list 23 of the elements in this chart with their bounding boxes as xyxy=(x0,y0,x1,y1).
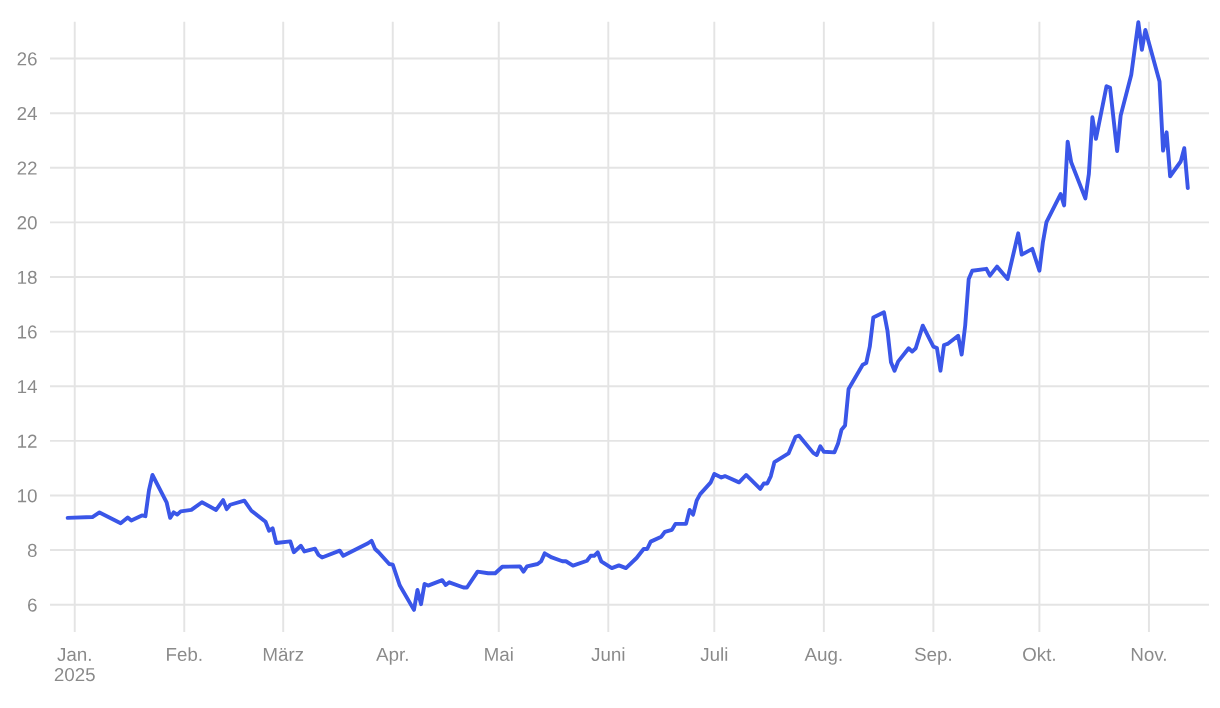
x-tick-label: Juli xyxy=(700,647,728,662)
x-tick-label: Mai xyxy=(485,647,513,662)
y-tick-label: 26 xyxy=(17,52,37,66)
line-series xyxy=(65,20,1190,612)
x-tick-label: Aug. xyxy=(804,647,842,665)
x-tick-label: März xyxy=(263,647,304,662)
x-tick-label: Okt. xyxy=(1023,647,1055,662)
y-tick-label: 8 xyxy=(27,543,37,558)
y-tick-label: 6 xyxy=(28,598,37,612)
x-tick-label: Apr. xyxy=(376,647,408,665)
x-tick-label: Jan. 2025 xyxy=(54,647,95,682)
y-tick-label: 16 xyxy=(18,325,37,339)
y-tick-label: 18 xyxy=(18,270,37,284)
y-tick-label: 22 xyxy=(17,161,37,175)
x-tick-label: Nov. xyxy=(1131,647,1166,662)
y-tick-label: 14 xyxy=(18,380,37,394)
y-tick-label: 12 xyxy=(18,434,37,448)
x-tick-label: Juni xyxy=(591,647,625,662)
y-tick-label: 20 xyxy=(17,216,37,230)
x-tick-label: Feb. xyxy=(167,647,202,662)
y-tick-label: 10 xyxy=(18,489,37,503)
y-tick-label: 24 xyxy=(17,106,37,120)
x-tick-label: Sep. xyxy=(914,647,951,665)
